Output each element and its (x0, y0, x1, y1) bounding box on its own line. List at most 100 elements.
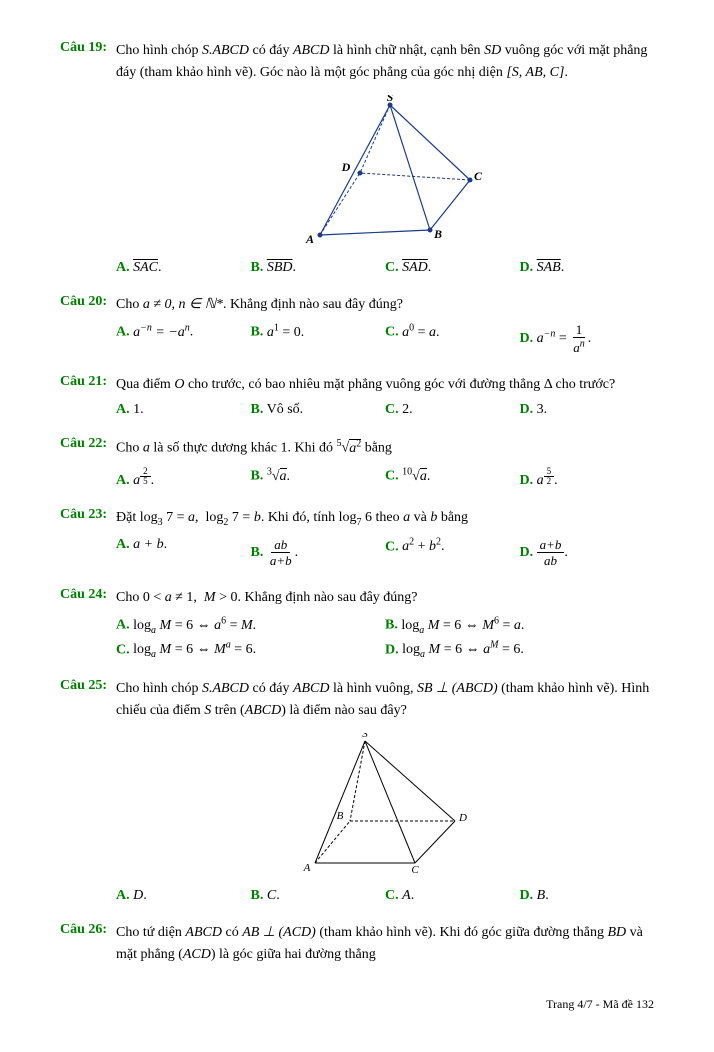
question-label: Câu 23: (60, 507, 116, 573)
option: B. SBD. (251, 260, 386, 276)
option-letter: D. (520, 888, 534, 903)
option-letter: C. (385, 469, 399, 484)
option-text: 1. (133, 402, 144, 417)
option: A. a−n = −an. (116, 322, 251, 355)
option-text: a + b. (133, 537, 167, 552)
option: C. a2 + b2. (385, 537, 520, 569)
option-letter: D. (520, 402, 534, 417)
option: A. a25. (116, 466, 251, 489)
option-letter: B. (251, 260, 264, 275)
option-text: B. (537, 888, 549, 903)
option-text: SAD. (402, 260, 431, 275)
question-text: Cho hình chóp S.ABCD có đáy ABCD là hình… (116, 40, 654, 85)
question-label: Câu 20: (60, 294, 116, 360)
option-text: 3. (537, 402, 548, 417)
option-letter: B. (251, 402, 264, 417)
question: Câu 26:Cho tứ diện ABCD có AB ⊥ (ACD) (t… (60, 922, 654, 967)
option: D. a52. (520, 466, 655, 489)
option-text: a−n = −an. (133, 325, 193, 340)
option-letter: A. (116, 537, 130, 552)
option-letter: B. (251, 545, 264, 560)
option: C. A. (385, 888, 520, 904)
option-letter: B. (251, 469, 264, 484)
option: B. loga M = 6 ⇔ M6 = a. (385, 615, 654, 635)
option-letter: C. (385, 325, 399, 340)
question-label: Câu 26: (60, 922, 116, 967)
option-letter: B. (251, 325, 264, 340)
question: Câu 24:Cho 0 < a ≠ 1, M > 0. Khẳng định … (60, 587, 654, 664)
option: B. 3√a. (251, 466, 386, 489)
svg-text:C: C (474, 169, 483, 183)
question-label: Câu 25: (60, 678, 116, 908)
option: D. a−n = 1an. (520, 322, 655, 355)
option-letter: B. (385, 618, 398, 633)
option-letter: A. (116, 888, 130, 903)
question-text: Cho a là số thực dương khác 1. Khi đó 5√… (116, 436, 654, 460)
svg-text:D: D (341, 160, 351, 174)
question-label: Câu 24: (60, 587, 116, 664)
svg-text:S: S (362, 733, 368, 740)
question-text: Cho a ≠ 0, n ∈ ℕ*. Khẳng định nào sau đâ… (116, 294, 654, 316)
option-text: loga M = 6 ⇔ a6 = M. (133, 618, 256, 633)
option: A. loga M = 6 ⇔ a6 = M. (116, 615, 385, 635)
question-label: Câu 21: (60, 374, 116, 422)
option-letter: D. (385, 642, 399, 657)
option: B. C. (251, 888, 386, 904)
question-text: Cho tứ diện ABCD có AB ⊥ (ACD) (tham khả… (116, 922, 654, 967)
option: C. 10√a. (385, 466, 520, 489)
option: D. 3. (520, 402, 655, 418)
option-letter: D. (520, 473, 534, 488)
option-text: A. (402, 888, 414, 903)
option: B. a1 = 0. (251, 322, 386, 355)
option: C. 2. (385, 402, 520, 418)
question: Câu 20:Cho a ≠ 0, n ∈ ℕ*. Khẳng định nào… (60, 294, 654, 360)
option: B. Vô số. (251, 402, 386, 418)
question-body: Cho 0 < a ≠ 1, M > 0. Khẳng định nào sau… (116, 587, 654, 664)
options: A. loga M = 6 ⇔ a6 = M.B. loga M = 6 ⇔ M… (116, 615, 654, 664)
question-body: Cho tứ diện ABCD có AB ⊥ (ACD) (tham khả… (116, 922, 654, 967)
question: Câu 21:Qua điểm O cho trước, có bao nhiê… (60, 374, 654, 422)
option: C. SAD. (385, 260, 520, 276)
option-text: a1 = 0. (267, 325, 304, 340)
options: A. D.B. C.C. A.D. B. (116, 888, 654, 908)
options: A. a25.B. 3√a.C. 10√a.D. a52. (116, 466, 654, 493)
option: D. B. (520, 888, 655, 904)
question-body: Cho a là số thực dương khác 1. Khi đó 5√… (116, 436, 654, 493)
question-label: Câu 22: (60, 436, 116, 493)
figure-pyramid1: SABCD (116, 95, 654, 250)
option-letter: C. (385, 402, 399, 417)
question: Câu 19:Cho hình chóp S.ABCD có đáy ABCD … (60, 40, 654, 280)
option-letter: A. (116, 260, 130, 275)
question-body: Đặt log3 7 = a, log2 7 = b. Khi đó, tính… (116, 507, 654, 573)
options: A. a−n = −an.B. a1 = 0.C. a0 = a.D. a−n … (116, 322, 654, 359)
question-text: Đặt log3 7 = a, log2 7 = b. Khi đó, tính… (116, 507, 654, 531)
option-text: SAB. (537, 260, 565, 275)
option-text: loga M = 6 ⇔ aM = 6. (402, 642, 524, 657)
question: Câu 22:Cho a là số thực dương khác 1. Kh… (60, 436, 654, 493)
options: A. a + b.B. aba+b.C. a2 + b2.D. a+bab. (116, 537, 654, 573)
question-text: Qua điểm O cho trước, có bao nhiêu mặt p… (116, 374, 654, 396)
option-text: SBD. (267, 260, 296, 275)
option: C. a0 = a. (385, 322, 520, 355)
option-text: D. (133, 888, 147, 903)
question: Câu 23:Đặt log3 7 = a, log2 7 = b. Khi đ… (60, 507, 654, 573)
option: A. a + b. (116, 537, 251, 569)
option: A. 1. (116, 402, 251, 418)
option-text: loga M = 6 ⇔ Ma = 6. (133, 642, 256, 657)
option: D. loga M = 6 ⇔ aM = 6. (385, 640, 654, 660)
option-text: a−n = 1an. (537, 331, 592, 346)
option-letter: A. (116, 473, 130, 488)
exam-code: Mã đề 132 (603, 997, 654, 1011)
question-body: Cho hình chóp S.ABCD có đáy ABCD là hình… (116, 40, 654, 280)
option-letter: A. (116, 325, 130, 340)
option-text: SAC. (133, 260, 161, 275)
option: C. loga M = 6 ⇔ Ma = 6. (116, 640, 385, 660)
option-text: 10√a. (402, 469, 430, 484)
option-letter: C. (385, 260, 399, 275)
svg-text:B: B (433, 227, 442, 241)
question-text: Cho hình chóp S.ABCD có đáy ABCD là hình… (116, 678, 654, 723)
option-text: 2. (402, 402, 413, 417)
option-text: a25. (133, 473, 154, 488)
option-text: a0 = a. (402, 325, 439, 340)
option-letter: A. (116, 402, 130, 417)
